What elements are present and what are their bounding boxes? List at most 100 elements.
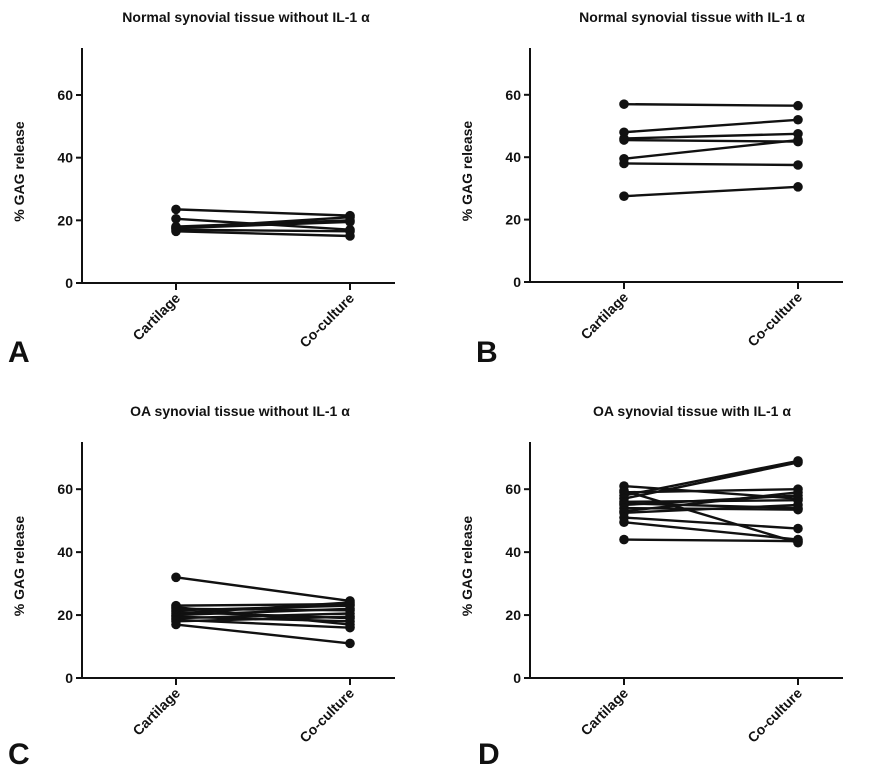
chart-svg-d: OA synovial tissue with IL-1 α D 0 20 40 60 % …: [459, 403, 843, 771]
series-line: [623, 185, 799, 198]
data-point: [793, 536, 803, 546]
data-point: [793, 457, 803, 468]
data-point: [171, 619, 181, 630]
chart-panel-d: OA synovial tissue with IL-1 α D 0 20 40 60 % …: [448, 392, 883, 772]
data-point: [793, 523, 803, 534]
y-tick-label: 20: [57, 212, 73, 228]
series-line: [623, 162, 799, 167]
series-line: [175, 208, 351, 217]
series-line: [175, 230, 351, 238]
x-tick-label: Cartilage: [577, 685, 631, 739]
chart-title: OA synovial tissue with IL-1 α: [593, 403, 791, 419]
series-6: [619, 158, 803, 170]
chart-svg-c: OA synovial tissue without IL-1 α C 0 20 40 6…: [8, 403, 395, 771]
y-tick-label: 0: [65, 670, 73, 686]
y-axis-label: % GAG release: [11, 516, 27, 617]
data-point: [619, 135, 629, 145]
data-point: [619, 534, 629, 545]
data-point: [793, 135, 803, 145]
series-2: [619, 114, 803, 138]
series-line: [623, 491, 799, 513]
series-line: [175, 615, 351, 623]
y-tick-label: 20: [505, 212, 521, 228]
series-line: [623, 138, 799, 143]
series-line: [623, 489, 799, 544]
data-point: [171, 223, 181, 233]
series-13: [171, 619, 355, 649]
y-tick-label: 40: [57, 150, 73, 166]
series-line: [623, 132, 799, 140]
x-tick-label: Cartilage: [577, 289, 631, 343]
series-line: [623, 118, 799, 134]
y-tick-label: 60: [57, 87, 73, 103]
y-tick-label: 0: [65, 275, 73, 291]
y-tick-label: 40: [505, 544, 521, 560]
chart-svg-b: Normal synovial tissue with IL-1 α B 0 20 40…: [459, 9, 843, 369]
chart-svg-a: Normal synovial tissue without IL-1 α A 0 2…: [8, 9, 395, 369]
panel-letter: A: [8, 336, 30, 369]
chart-panel-b: Normal synovial tissue with IL-1 α B 0 20 40…: [448, 0, 883, 386]
data-point: [793, 487, 803, 498]
series-line: [175, 228, 351, 233]
data-point: [619, 191, 629, 201]
chart-title: Normal synovial tissue without IL-1 α: [122, 9, 370, 25]
data-point: [619, 158, 629, 169]
y-tick-label: 40: [505, 149, 521, 165]
series-14: [619, 534, 803, 546]
series-line: [175, 607, 351, 617]
series-1: [619, 99, 803, 111]
data-point: [171, 572, 181, 583]
x-tick-label: Cartilage: [129, 290, 183, 344]
data-point: [793, 114, 803, 125]
x-tick-label: Cartilage: [129, 685, 183, 739]
data-point: [171, 204, 181, 215]
data-point: [619, 517, 629, 528]
series-line: [623, 494, 799, 507]
y-axis-label: % GAG release: [459, 121, 475, 222]
series-7: [171, 212, 355, 233]
y-tick-label: 20: [505, 607, 521, 623]
series-line: [623, 461, 799, 500]
data-point: [619, 99, 629, 109]
y-axis-label: % GAG release: [11, 121, 27, 222]
series-7: [619, 182, 803, 201]
y-tick-label: 40: [57, 544, 73, 560]
series-line: [623, 102, 799, 107]
series-line: [623, 138, 799, 160]
data-point: [171, 213, 181, 224]
data-point: [793, 182, 803, 192]
chart-title: OA synovial tissue without IL-1 α: [130, 403, 350, 419]
y-tick-label: 0: [513, 274, 521, 290]
chart-panel-c: OA synovial tissue without IL-1 α C 0 20 40 6…: [0, 392, 442, 772]
series-line: [175, 623, 351, 645]
x-tick-label: Co-culture: [296, 685, 357, 746]
y-tick-label: 20: [57, 607, 73, 623]
series-line: [175, 601, 351, 615]
y-tick-label: 60: [57, 481, 73, 497]
data-point: [793, 160, 803, 170]
series-line: [623, 459, 799, 497]
panel-letter: C: [8, 738, 30, 771]
series-line: [175, 612, 351, 620]
data-point: [345, 212, 355, 222]
x-tick-label: Co-culture: [744, 685, 805, 746]
series-line: [175, 576, 351, 603]
x-tick-label: Co-culture: [744, 289, 805, 350]
chart-panel-a: Normal synovial tissue without IL-1 α A 0 2…: [0, 0, 442, 386]
panel-letter: D: [478, 738, 500, 771]
series-line: [623, 516, 799, 530]
y-tick-label: 60: [505, 481, 521, 497]
y-axis-label: % GAG release: [459, 516, 475, 617]
panel-letter: B: [476, 336, 498, 369]
y-tick-label: 60: [505, 87, 521, 103]
data-point: [345, 622, 355, 633]
series-1: [171, 572, 355, 606]
series-line: [623, 521, 799, 541]
chart-title: Normal synovial tissue with IL-1 α: [579, 9, 805, 25]
data-point: [793, 500, 803, 510]
data-point: [345, 611, 355, 622]
series-line: [175, 216, 351, 230]
series-line: [623, 503, 799, 514]
data-point: [345, 638, 355, 649]
y-tick-label: 0: [513, 670, 521, 686]
